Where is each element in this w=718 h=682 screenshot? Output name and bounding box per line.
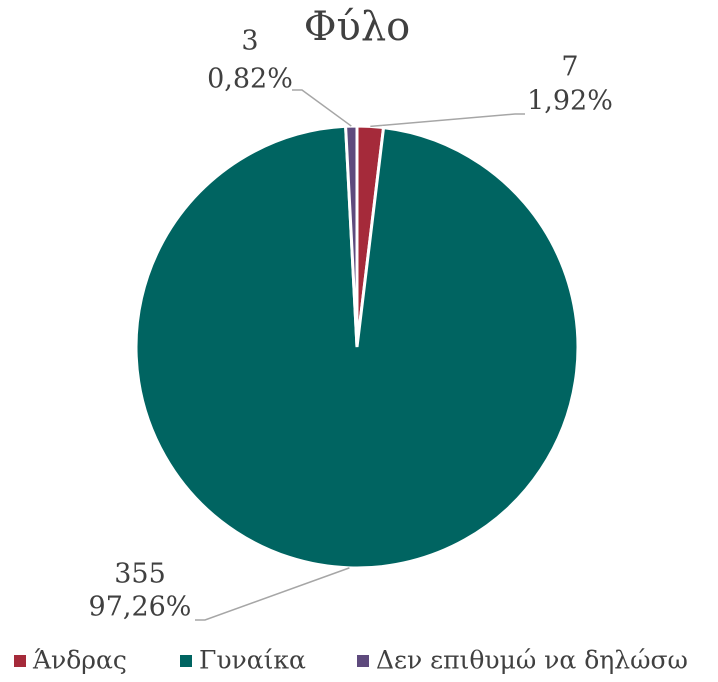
leader-line <box>370 113 525 128</box>
legend-label: Δεν επιθυμώ να δηλώσω <box>376 646 688 675</box>
data-label-value: 3 <box>241 26 258 57</box>
data-label-percent: 1,92% <box>527 86 613 117</box>
pie-slice <box>344 124 359 348</box>
leader-line <box>195 567 350 621</box>
legend-swatch <box>357 655 369 667</box>
leader-line <box>292 89 352 127</box>
legend-swatch <box>180 655 192 667</box>
data-label-value: 355 <box>114 559 166 590</box>
data-label-percent: 0,82% <box>207 64 293 95</box>
data-label-value: 7 <box>561 52 578 83</box>
legend-label: Άνδρας <box>32 646 127 675</box>
legend-label: Γυναίκα <box>199 646 306 675</box>
legend-swatch <box>14 655 26 667</box>
chart-title: Φύλο <box>304 4 411 50</box>
data-label-percent: 97,26% <box>89 592 192 623</box>
